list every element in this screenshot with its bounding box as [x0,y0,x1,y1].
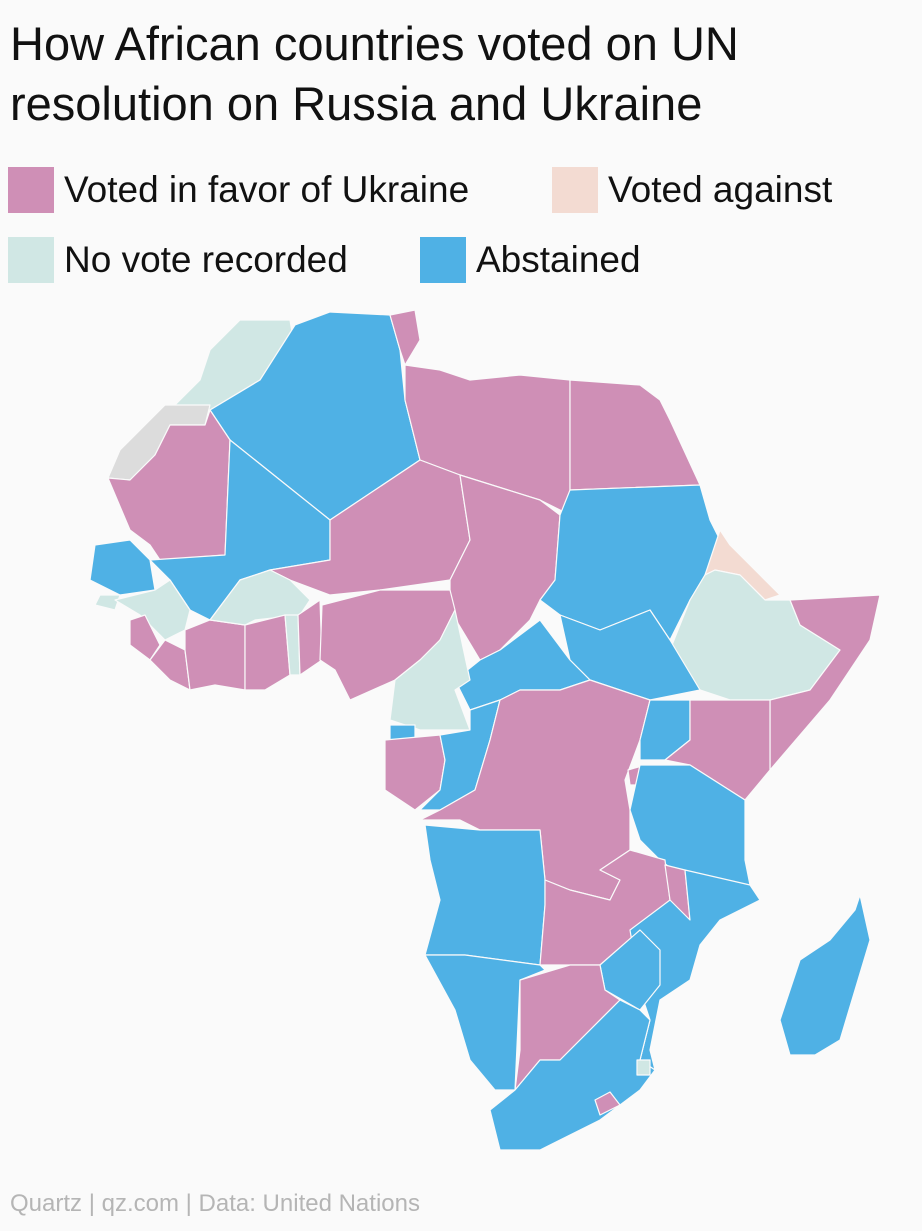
legend-item: Voted against [552,166,832,214]
country [424,824,546,966]
country [636,1059,651,1076]
legend-item: Voted in favor of Ukraine [8,166,469,214]
legend-item: No vote recorded [8,236,348,284]
country [94,594,121,611]
country [449,474,561,661]
source: Quartz | qz.com | Data: United Nations [10,1190,420,1217]
legend: Voted in favor of Ukraine Voted against No… [8,166,908,296]
countries [89,309,881,1151]
legend-label: Abstained [476,239,641,280]
country [389,609,471,731]
country [569,379,701,491]
country [244,614,291,691]
legend-item: Abstained [420,236,641,284]
legend-swatch [8,237,54,283]
country [209,569,311,626]
country [107,409,231,561]
country [184,619,246,691]
country [89,539,156,596]
legend-label: Voted in favor of Ukraine [64,169,470,210]
country [779,894,871,1056]
country [389,309,421,366]
country [424,954,546,1091]
legend-label: Voted against [608,169,833,210]
country [594,1091,621,1116]
legend-swatch [552,167,598,213]
legend-label: No vote recorded [64,239,348,280]
legend-swatch [8,167,54,213]
country [629,869,761,1071]
legend-swatch [420,237,466,283]
title: How African countries voted on UN resolu… [10,17,739,130]
